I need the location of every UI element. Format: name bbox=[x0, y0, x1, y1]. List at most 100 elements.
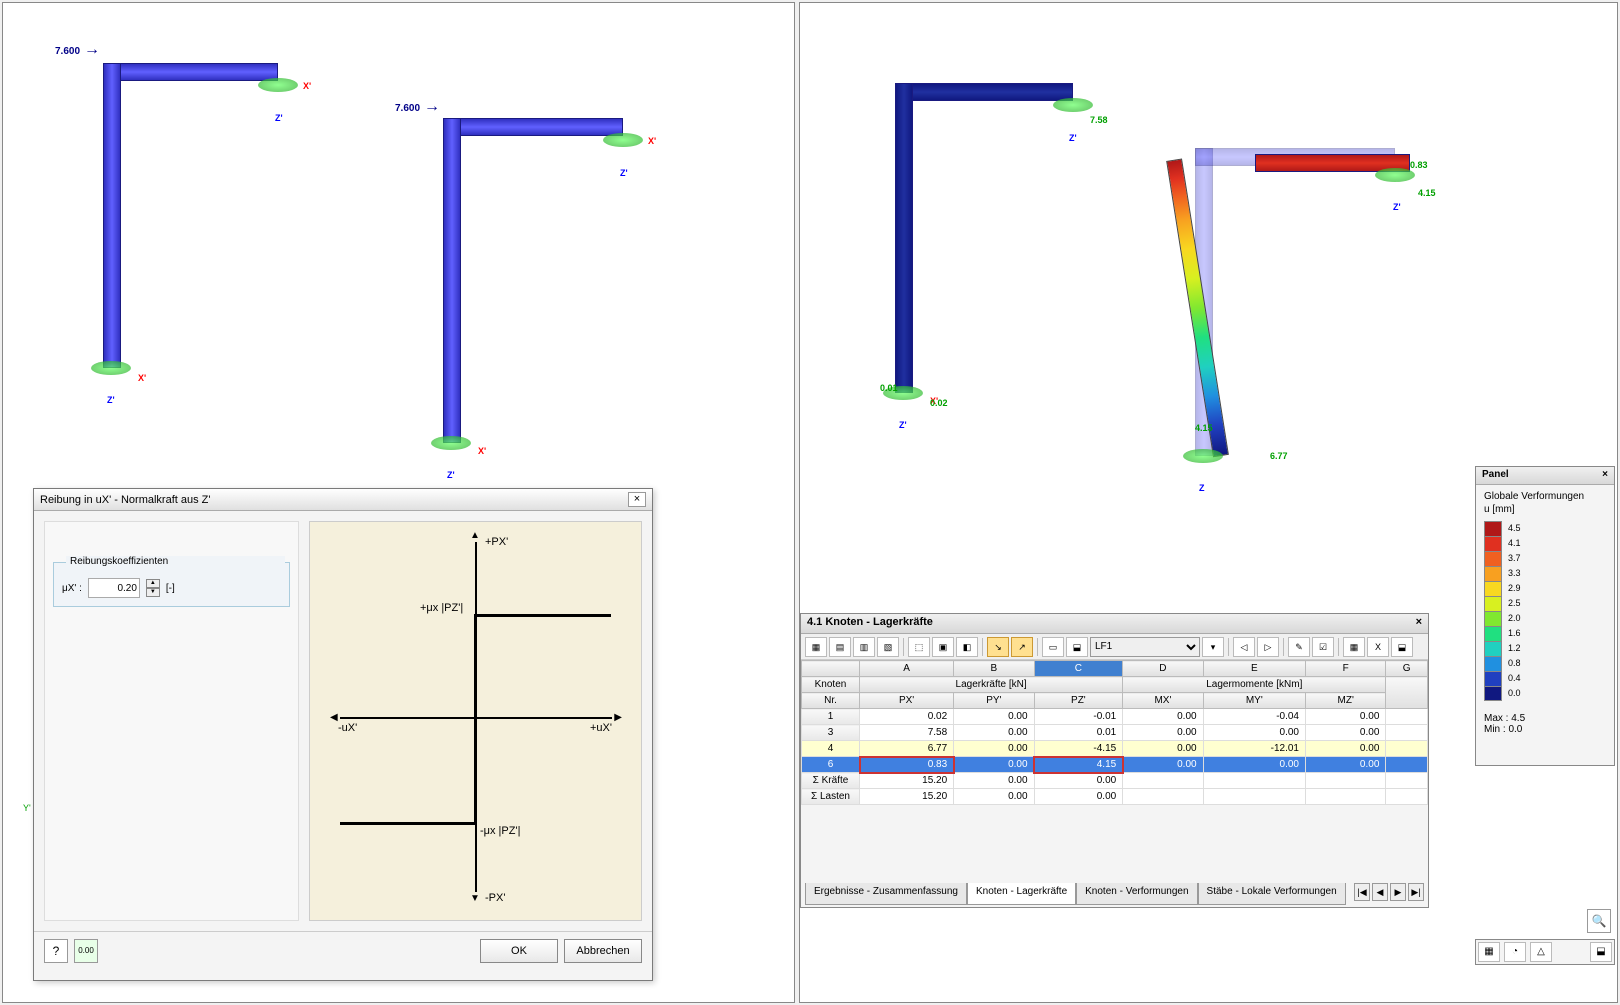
table-cell[interactable]: 0.02 bbox=[860, 709, 954, 725]
table-cell[interactable]: 0.00 bbox=[1123, 741, 1203, 757]
spinner-down[interactable]: ▼ bbox=[146, 588, 160, 597]
table-cell[interactable]: 0.00 bbox=[1306, 725, 1386, 741]
legend-icon[interactable]: ⬓ bbox=[1590, 942, 1612, 962]
tb-prev[interactable]: ◁ bbox=[1233, 637, 1255, 657]
table-cell[interactable]: -0.04 bbox=[1203, 709, 1305, 725]
tab-first[interactable]: |◀ bbox=[1354, 883, 1370, 901]
table-cell[interactable]: 0.00 bbox=[1034, 789, 1123, 805]
table-cell[interactable]: 0.00 bbox=[954, 757, 1034, 773]
viewport-left[interactable]: X' Z' X' Z' 7.600 X' Z' X' Z' 7.600 Y' R… bbox=[2, 2, 795, 1003]
table-cell[interactable] bbox=[1306, 773, 1386, 789]
table-cell[interactable]: Σ Kräfte bbox=[802, 773, 860, 789]
table-cell[interactable]: 4.15 bbox=[1034, 757, 1123, 773]
table-cell[interactable]: 0.00 bbox=[1123, 757, 1203, 773]
tb-excel-icon[interactable]: X bbox=[1367, 637, 1389, 657]
table-cell[interactable] bbox=[1386, 773, 1428, 789]
friction-coeff-input[interactable] bbox=[88, 578, 140, 598]
spinner-up[interactable]: ▲ bbox=[146, 579, 160, 588]
tb-btn[interactable]: ☑ bbox=[1312, 637, 1334, 657]
table-cell[interactable]: 1 bbox=[802, 709, 860, 725]
tb-btn[interactable]: ↘ bbox=[987, 637, 1009, 657]
tab-summary[interactable]: Ergebnisse - Zusammenfassung bbox=[805, 883, 967, 905]
table-cell[interactable] bbox=[1203, 789, 1305, 805]
viewport-right[interactable]: X' Z' Z' Z Z' 7.58 0.01 0.02 4.15 6.77 0… bbox=[799, 2, 1618, 1003]
tab-next[interactable]: ▶ bbox=[1390, 883, 1406, 901]
table-cell[interactable]: 0.00 bbox=[1203, 757, 1305, 773]
table-cell[interactable]: 0.00 bbox=[954, 741, 1034, 757]
table-cell[interactable]: 6.77 bbox=[860, 741, 954, 757]
table-cell[interactable]: 0.01 bbox=[1034, 725, 1123, 741]
tb-btn[interactable]: ⬓ bbox=[1391, 637, 1413, 657]
tb-btn[interactable]: ⬓ bbox=[1066, 637, 1088, 657]
table-cell[interactable] bbox=[1386, 725, 1428, 741]
axis-x-label: X' bbox=[648, 136, 656, 146]
help-icon[interactable]: ? bbox=[44, 939, 68, 963]
tb-next[interactable]: ▷ bbox=[1257, 637, 1279, 657]
tb-btn[interactable]: ▾ bbox=[1202, 637, 1224, 657]
table-cell[interactable]: 0.00 bbox=[1123, 725, 1203, 741]
legend-icon[interactable]: ◔ bbox=[1504, 942, 1526, 962]
cancel-button[interactable]: Abbrechen bbox=[564, 939, 642, 963]
tb-btn[interactable]: ⬚ bbox=[908, 637, 930, 657]
table-cell[interactable]: 6 bbox=[802, 757, 860, 773]
table-cell[interactable]: Σ Lasten bbox=[802, 789, 860, 805]
table-cell[interactable]: 0.00 bbox=[1034, 773, 1123, 789]
tb-btn[interactable]: ↗ bbox=[1011, 637, 1033, 657]
table-cell[interactable]: 0.00 bbox=[954, 725, 1034, 741]
tb-btn[interactable]: ▤ bbox=[829, 637, 851, 657]
tb-btn[interactable]: ▣ bbox=[932, 637, 954, 657]
legend-icon[interactable]: ▦ bbox=[1478, 942, 1500, 962]
table-cell[interactable] bbox=[1386, 757, 1428, 773]
table-cell[interactable]: 0.00 bbox=[1123, 709, 1203, 725]
tb-btn[interactable]: ▥ bbox=[853, 637, 875, 657]
table-cell[interactable]: 0.00 bbox=[954, 789, 1034, 805]
legend-icon[interactable]: △ bbox=[1530, 942, 1552, 962]
loadcase-select[interactable]: LF1 bbox=[1090, 637, 1200, 657]
table-cell[interactable] bbox=[1386, 789, 1428, 805]
axis-z-label: Z bbox=[1199, 483, 1205, 493]
table-cell[interactable]: 0.83 bbox=[860, 757, 954, 773]
results-close-icon[interactable]: × bbox=[1416, 616, 1422, 631]
table-cell[interactable]: 0.00 bbox=[1203, 725, 1305, 741]
dialog-titlebar[interactable]: Reibung in uX' - Normalkraft aus Z' × bbox=[34, 489, 652, 511]
zoom-fit-button[interactable]: 🔍 bbox=[1587, 909, 1611, 933]
tb-btn[interactable]: ▭ bbox=[1042, 637, 1064, 657]
legend-close-icon[interactable]: × bbox=[1602, 469, 1608, 482]
table-cell[interactable]: 0.00 bbox=[1306, 709, 1386, 725]
table-cell[interactable]: 4 bbox=[802, 741, 860, 757]
tab-support-forces[interactable]: Knoten - Lagerkräfte bbox=[967, 883, 1076, 905]
tab-node-deform[interactable]: Knoten - Verformungen bbox=[1076, 883, 1197, 905]
tab-last[interactable]: ▶| bbox=[1408, 883, 1424, 901]
tb-btn[interactable]: ▦ bbox=[805, 637, 827, 657]
info-icon[interactable]: 0.00 bbox=[74, 939, 98, 963]
tb-btn[interactable]: ✎ bbox=[1288, 637, 1310, 657]
legend-titlebar[interactable]: Panel × bbox=[1476, 467, 1614, 485]
tab-member-deform[interactable]: Stäbe - Lokale Verformungen bbox=[1198, 883, 1346, 905]
tb-btn[interactable]: ▦ bbox=[1343, 637, 1365, 657]
table-cell[interactable] bbox=[1123, 773, 1203, 789]
table-cell[interactable]: 3 bbox=[802, 725, 860, 741]
table-cell[interactable] bbox=[1386, 741, 1428, 757]
table-cell[interactable]: 0.00 bbox=[954, 709, 1034, 725]
table-cell[interactable]: 15.20 bbox=[860, 773, 954, 789]
table-cell[interactable]: -4.15 bbox=[1034, 741, 1123, 757]
legend-subtitle: Globale Verformungen bbox=[1484, 491, 1606, 502]
table-cell[interactable]: 0.00 bbox=[954, 773, 1034, 789]
tb-btn[interactable]: ◧ bbox=[956, 637, 978, 657]
ok-button[interactable]: OK bbox=[480, 939, 558, 963]
table-cell[interactable]: 15.20 bbox=[860, 789, 954, 805]
table-cell[interactable]: -12.01 bbox=[1203, 741, 1305, 757]
table-cell[interactable]: 0.00 bbox=[1306, 741, 1386, 757]
table-cell[interactable] bbox=[1203, 773, 1305, 789]
table-cell[interactable] bbox=[1123, 789, 1203, 805]
tb-btn[interactable]: ▧ bbox=[877, 637, 899, 657]
table-cell[interactable]: 7.58 bbox=[860, 725, 954, 741]
tab-prev[interactable]: ◀ bbox=[1372, 883, 1388, 901]
table-cell[interactable] bbox=[1386, 709, 1428, 725]
table-cell[interactable] bbox=[1306, 789, 1386, 805]
dialog-close-button[interactable]: × bbox=[628, 492, 646, 507]
results-table[interactable]: A B C D E F G Knoten Lagerkräfte [kN] La… bbox=[801, 660, 1428, 805]
table-cell[interactable]: 0.00 bbox=[1306, 757, 1386, 773]
table-cell[interactable]: -0.01 bbox=[1034, 709, 1123, 725]
results-titlebar[interactable]: 4.1 Knoten - Lagerkräfte × bbox=[801, 614, 1428, 634]
